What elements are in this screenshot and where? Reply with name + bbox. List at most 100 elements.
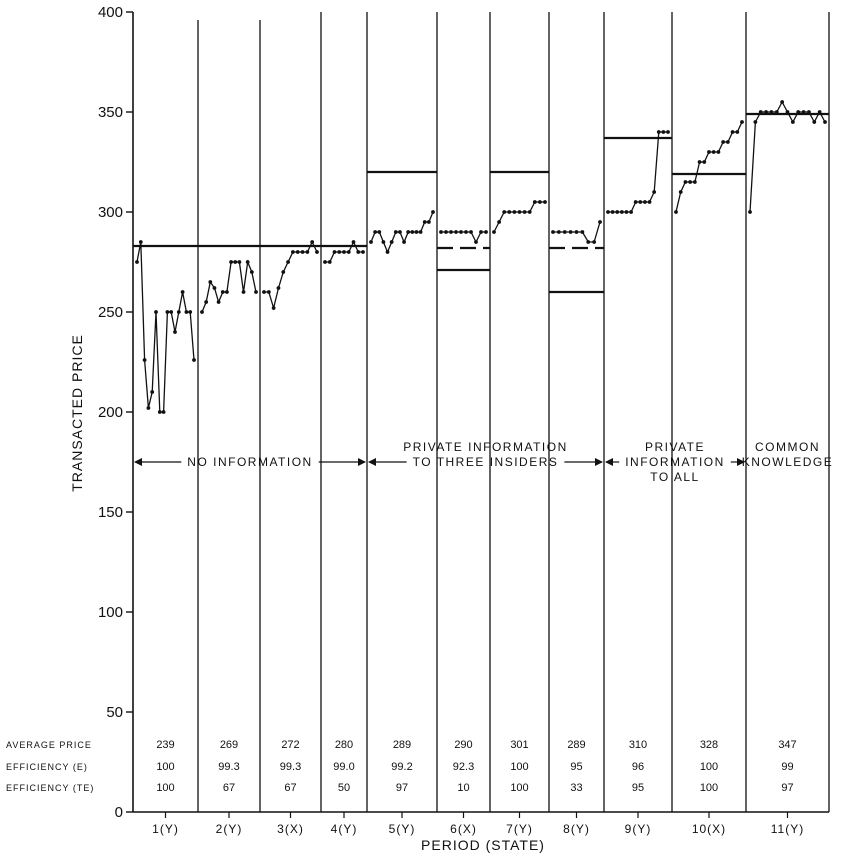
transaction-point (351, 240, 356, 244)
transaction-point (568, 230, 573, 234)
x-axis-label: PERIOD (STATE) (421, 837, 545, 853)
transaction-point (154, 310, 158, 314)
transaction-point (562, 230, 567, 234)
transaction-point (361, 250, 365, 254)
transaction-line (608, 131, 668, 213)
transaction-point (142, 358, 147, 362)
transaction-point (305, 250, 310, 254)
table-cell: 67 (223, 782, 235, 794)
transaction-point (414, 230, 419, 234)
transaction-point (774, 110, 779, 114)
table-row-label: EFFICIENCY (TE) (6, 783, 94, 793)
table-cell: 10 (457, 782, 469, 794)
transaction-point (643, 200, 647, 204)
table-cell: 97 (396, 782, 408, 794)
transaction-point (150, 390, 155, 394)
table-cell: 328 (700, 739, 718, 751)
transaction-point (281, 270, 286, 274)
transaction-point (200, 310, 204, 314)
transaction-point (216, 300, 221, 304)
x-tick-label: 5(Y) (389, 822, 416, 836)
y-tick-label: 0 (115, 804, 123, 821)
transaction-point (276, 286, 281, 290)
transaction-point (192, 358, 196, 362)
region-label: PRIVATE (645, 440, 705, 454)
transaction-series (135, 100, 827, 414)
transaction-point (389, 240, 394, 244)
y-tick-label: 350 (98, 104, 123, 121)
transaction-point (807, 110, 811, 114)
transaction-point (249, 270, 254, 274)
transaction-point (332, 250, 337, 254)
transaction-line (136, 241, 195, 413)
table-cell: 33 (570, 782, 582, 794)
transaction-point (315, 250, 319, 254)
transaction-point (740, 120, 744, 124)
table-cell: 99.3 (218, 761, 239, 773)
transaction-point (410, 230, 415, 234)
transaction-point (327, 260, 332, 264)
transaction-point (402, 240, 406, 244)
transaction-point (165, 310, 170, 314)
x-tick-label: 9(Y) (625, 822, 652, 836)
transaction-point (683, 180, 688, 184)
table-cell: 289 (393, 739, 411, 751)
region-label: NO INFORMATION (187, 455, 312, 469)
transaction-point (323, 260, 327, 264)
region-label: PRIVATE INFORMATION (403, 440, 568, 454)
transaction-point (369, 240, 373, 244)
transaction-point (188, 310, 193, 314)
transaction-point (785, 110, 790, 114)
transaction-point (385, 250, 390, 254)
transaction-point (633, 200, 638, 204)
transaction-point (580, 230, 585, 234)
transaction-point (716, 150, 721, 154)
transaction-point (543, 200, 547, 204)
transaction-point (647, 200, 652, 204)
transaction-point (753, 120, 758, 124)
table-cell: 50 (338, 782, 350, 794)
x-tick-label: 1(Y) (152, 822, 179, 836)
transaction-point (512, 210, 517, 214)
transaction-point (780, 100, 785, 104)
transaction-point (406, 230, 411, 234)
y-axis-label: TRANSACTED PRICE (69, 334, 85, 492)
transaction-line (370, 211, 434, 254)
transaction-point (532, 200, 537, 204)
transaction-point (393, 230, 398, 234)
period-dividers (197, 12, 830, 812)
region-arrowhead (134, 458, 142, 466)
transaction-point (823, 120, 827, 124)
transaction-point (161, 410, 166, 414)
table-cell: 99.0 (333, 761, 354, 773)
axis-labels: TRANSACTED PRICE PERIOD (STATE) (69, 334, 545, 853)
transaction-point (208, 280, 213, 284)
transaction-point (286, 260, 290, 264)
transaction-point (300, 250, 305, 254)
table-cell: 100 (510, 782, 528, 794)
transaction-point (610, 210, 615, 214)
transaction-point (606, 210, 610, 214)
transaction-point (426, 220, 431, 224)
transaction-point (262, 290, 266, 294)
table-cell: 280 (335, 739, 353, 751)
table-cell: 347 (778, 739, 796, 751)
transaction-point (310, 240, 315, 244)
transaction-point (638, 200, 643, 204)
table-cell: 289 (567, 739, 585, 751)
transaction-point (586, 240, 591, 244)
y-tick-label: 100 (98, 604, 123, 621)
table-cell: 269 (220, 739, 238, 751)
x-tick-label: 2(Y) (216, 822, 243, 836)
transaction-point (229, 260, 233, 264)
transaction-point (522, 210, 527, 214)
transaction-point (204, 300, 209, 304)
transaction-point (598, 220, 602, 224)
region-label: COMMON (755, 440, 820, 454)
transaction-point (454, 230, 458, 234)
region-label: TO ALL (650, 470, 699, 484)
transaction-point (656, 130, 661, 134)
transaction-point (574, 230, 579, 234)
y-tick-label: 50 (106, 704, 123, 721)
transaction-point (721, 140, 726, 144)
